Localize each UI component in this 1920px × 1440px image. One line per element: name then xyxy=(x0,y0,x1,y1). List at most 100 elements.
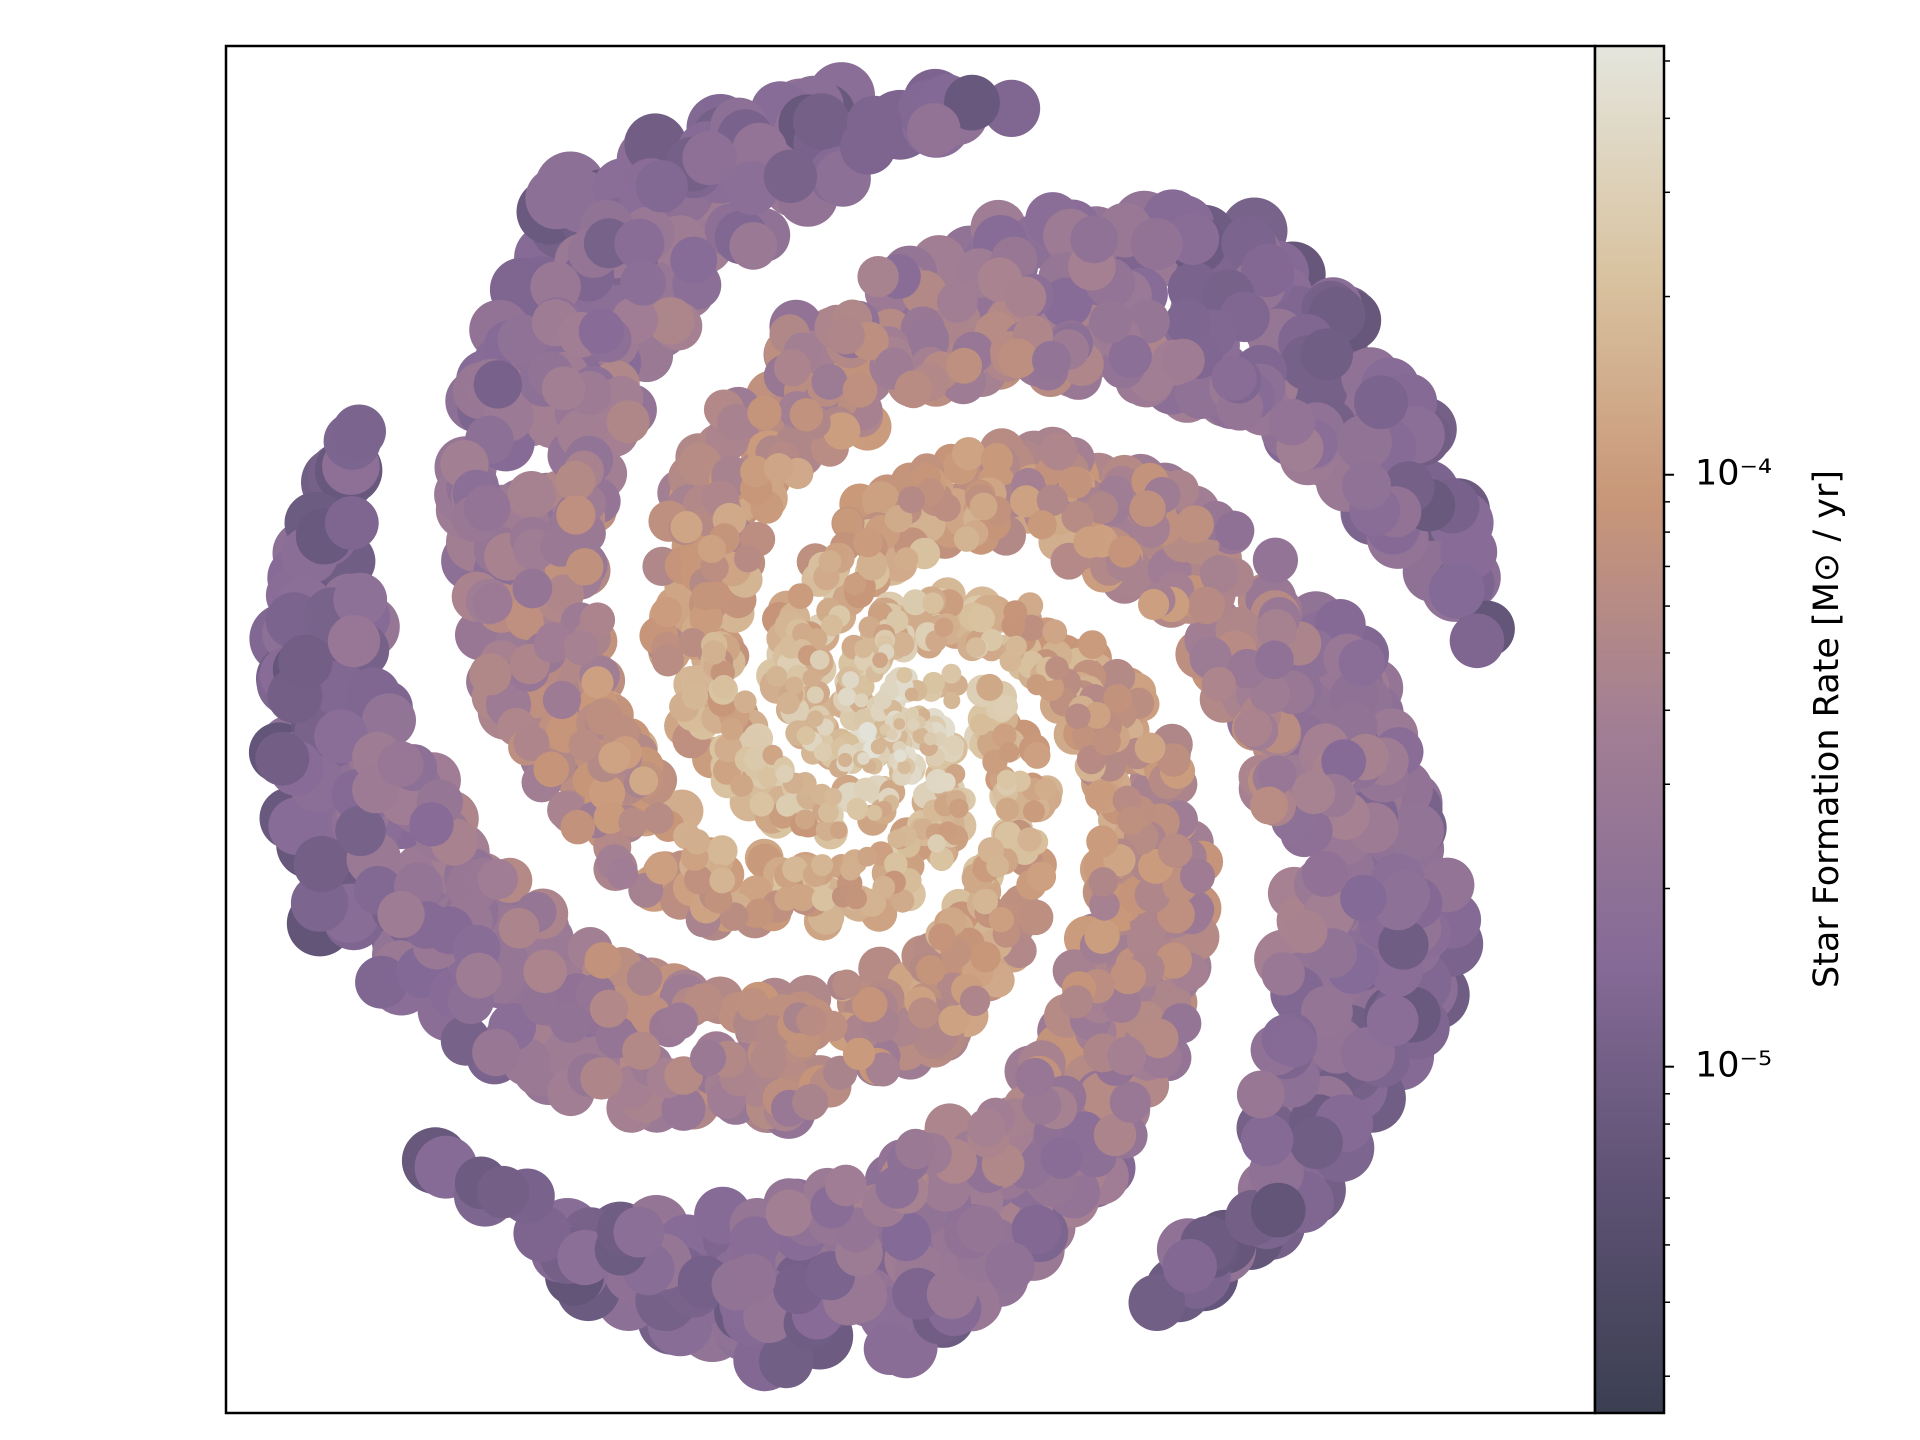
galaxy-blob xyxy=(670,510,703,544)
galaxy-blob xyxy=(1108,334,1152,379)
galaxy-blob xyxy=(853,777,878,802)
galaxy-blob xyxy=(1240,1113,1294,1167)
galaxy-blob xyxy=(970,713,992,736)
galaxy-blob xyxy=(907,103,961,157)
galaxy-blob xyxy=(922,671,945,695)
galaxy-blob xyxy=(1034,777,1057,800)
galaxy-blob xyxy=(622,1031,661,1070)
galaxy-blob xyxy=(1252,537,1298,583)
galaxy-blob xyxy=(873,691,892,710)
colorbar xyxy=(1593,44,1666,1415)
galaxy-blob xyxy=(1027,510,1057,540)
galaxy-blob xyxy=(936,772,956,792)
galaxy-blob xyxy=(749,791,775,817)
galaxy-blob xyxy=(555,460,596,501)
galaxy-blob xyxy=(837,687,857,706)
galaxy-blob xyxy=(829,821,848,840)
galaxy-blob xyxy=(584,942,622,979)
galaxy-blob xyxy=(1134,732,1166,764)
galaxy-blob xyxy=(1340,874,1387,922)
galaxy-blob xyxy=(1026,861,1057,892)
galaxy-blob xyxy=(1065,703,1091,730)
galaxy-blob xyxy=(980,442,1014,476)
galaxy-blob xyxy=(745,898,774,927)
galaxy-blob xyxy=(683,865,713,895)
galaxy-blob xyxy=(1138,588,1170,621)
galaxy-blob xyxy=(377,890,425,939)
galaxy-blob xyxy=(1117,806,1146,835)
galaxy-blob xyxy=(785,676,804,695)
galaxy-blob xyxy=(949,798,969,818)
galaxy-blob xyxy=(542,680,582,720)
galaxy-blob xyxy=(972,888,998,915)
galaxy-blob xyxy=(589,989,629,1028)
galaxy-blob xyxy=(1010,485,1043,518)
galaxy-blob xyxy=(757,767,779,788)
galaxy-blob xyxy=(709,867,736,894)
galaxy-blob xyxy=(1236,1070,1285,1119)
galaxy-blob xyxy=(1289,1116,1343,1170)
galaxy-blob xyxy=(897,486,926,514)
galaxy-blob xyxy=(838,752,853,768)
galaxy-blob xyxy=(1134,876,1171,913)
galaxy-blob xyxy=(807,710,824,727)
galaxy-blob xyxy=(1103,684,1132,713)
galaxy-blob xyxy=(787,583,814,609)
galaxy-blob xyxy=(1256,609,1297,650)
galaxy-blob xyxy=(776,794,798,817)
galaxy-blob xyxy=(1214,510,1255,551)
galaxy-blob xyxy=(840,859,862,881)
galaxy-blob xyxy=(714,734,743,763)
galaxy-blob xyxy=(1086,825,1119,858)
galaxy-blob xyxy=(717,403,755,442)
galaxy-blob xyxy=(938,821,958,841)
galaxy-blob xyxy=(1023,742,1051,769)
galaxy-blob xyxy=(1233,708,1273,747)
galaxy-blob xyxy=(967,1108,1006,1147)
galaxy-blob xyxy=(1085,491,1119,524)
galaxy-blob xyxy=(579,602,616,638)
galaxy-blob xyxy=(736,987,770,1021)
galaxy-blob xyxy=(614,218,665,269)
galaxy-blob xyxy=(857,752,870,765)
galaxy-blob xyxy=(866,805,883,821)
galaxy-blob xyxy=(525,167,588,230)
galaxy-blob xyxy=(566,548,604,586)
galaxy-blob xyxy=(1301,985,1353,1038)
galaxy-blob xyxy=(825,1164,867,1207)
galaxy-blob xyxy=(560,809,596,845)
galaxy-blob xyxy=(593,801,627,834)
galaxy-blob xyxy=(409,802,454,847)
galaxy-blob xyxy=(1165,299,1212,346)
galaxy-blob xyxy=(1255,640,1294,680)
galaxy-blob xyxy=(507,471,556,520)
galaxy-blob xyxy=(1015,1057,1055,1098)
galaxy-blob xyxy=(857,256,899,298)
galaxy-blob xyxy=(809,650,830,670)
galaxy-blob xyxy=(729,1216,781,1268)
galaxy-blob xyxy=(952,437,986,471)
galaxy-blob xyxy=(777,691,800,715)
galaxy-blob xyxy=(1005,635,1027,657)
galaxy-blob xyxy=(324,496,379,550)
galaxy-blob xyxy=(976,673,1004,701)
galaxy-blob xyxy=(1155,942,1193,979)
galaxy-blob xyxy=(1061,500,1094,533)
colorbar-label: Star Formation Rate [M⊙ / yr] xyxy=(1807,470,1847,988)
galaxy-blob xyxy=(335,805,386,857)
galaxy-blob xyxy=(473,360,523,409)
galaxy-blob xyxy=(1004,276,1047,319)
galaxy-blob xyxy=(1059,466,1093,499)
galaxy-blob xyxy=(523,949,567,994)
galaxy-blob xyxy=(1284,909,1328,954)
galaxy-blob xyxy=(946,347,983,384)
galaxy-blob xyxy=(645,851,678,885)
galaxy-blob xyxy=(1045,656,1069,680)
galaxy-blob xyxy=(689,601,723,636)
galaxy-blob xyxy=(712,674,736,699)
galaxy-blob xyxy=(1099,658,1136,696)
galaxy-blob xyxy=(1428,562,1485,619)
galaxy-blob xyxy=(796,1005,827,1036)
galaxy-blob xyxy=(856,549,888,581)
galaxy-blob xyxy=(872,875,896,899)
